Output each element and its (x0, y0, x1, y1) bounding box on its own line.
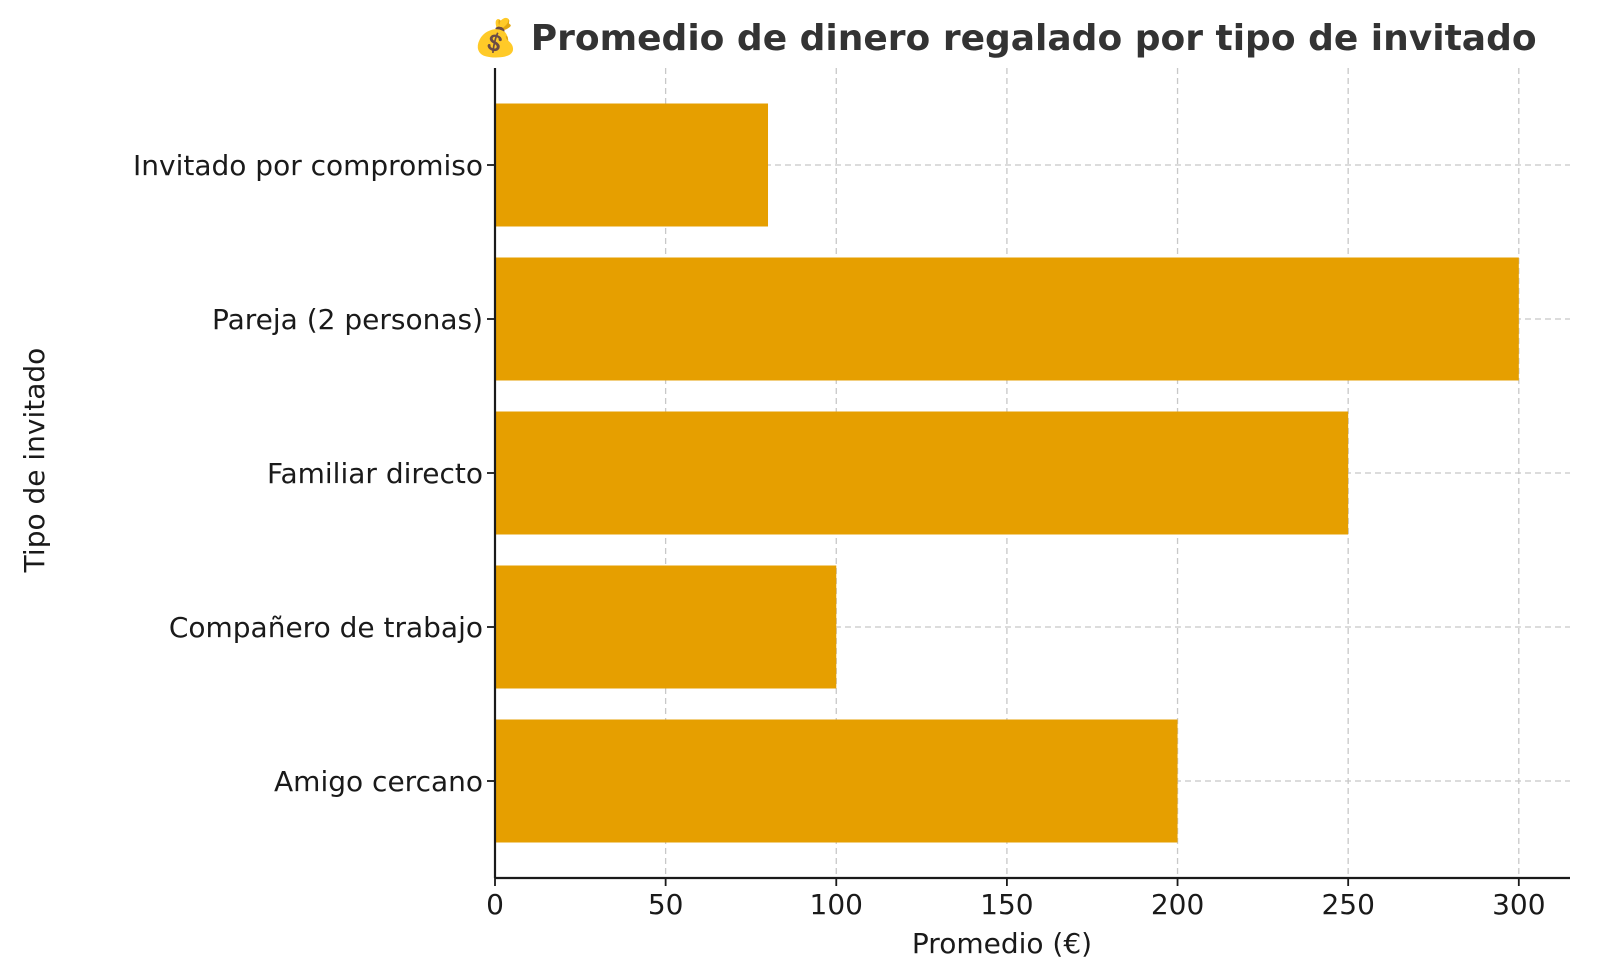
y-axis-label: Tipo de invitado (18, 348, 51, 574)
chart-title: 💰 Promedio de dinero regalado por tipo d… (473, 17, 1536, 59)
x-tick-label: 200 (1151, 888, 1204, 921)
x-tick-label: 100 (810, 888, 863, 921)
y-tick-label: Compañero de trabajo (169, 611, 483, 644)
y-axis-ticks: Amigo cercano Compañero de trabajo Familia… (133, 149, 495, 798)
bar-4 (495, 103, 769, 227)
bars (495, 103, 1519, 843)
x-tick-label: 300 (1492, 888, 1545, 921)
y-tick-label: Pareja (2 personas) (212, 303, 483, 336)
x-tick-label: 150 (980, 888, 1033, 921)
bar-2 (495, 411, 1349, 535)
y-tick-label: Amigo cercano (274, 765, 483, 798)
bar-1 (495, 565, 837, 689)
bar-3 (495, 257, 1519, 381)
bar-0 (495, 719, 1178, 843)
y-tick-label: Familiar directo (267, 457, 483, 490)
x-axis-label: Promedio (€) (912, 927, 1092, 960)
x-tick-label: 50 (648, 888, 684, 921)
y-tick-label: Invitado por compromiso (133, 149, 483, 182)
x-axis-ticks: 0 50 100 150 200 250 300 (486, 878, 1546, 921)
x-tick-label: 0 (486, 888, 504, 921)
x-tick-label: 250 (1321, 888, 1374, 921)
